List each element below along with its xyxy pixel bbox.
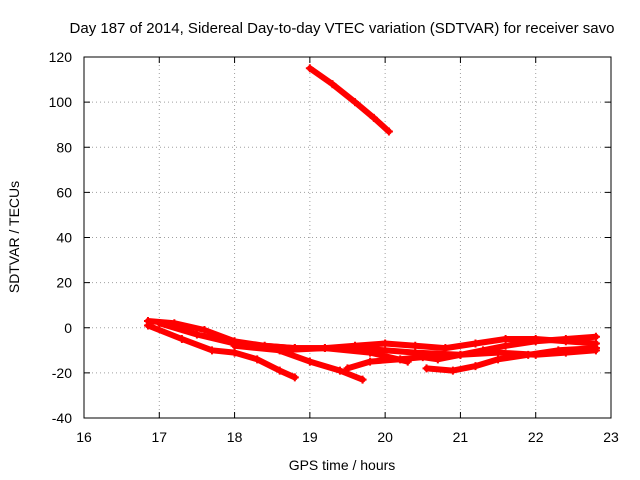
y-tick-label: 0 bbox=[64, 320, 72, 336]
data-point bbox=[561, 348, 570, 357]
x-tick-label: 20 bbox=[377, 429, 393, 445]
y-tick-label: 60 bbox=[56, 184, 72, 200]
x-tick-label: 21 bbox=[453, 429, 469, 445]
data-point bbox=[275, 366, 284, 375]
data-point bbox=[591, 332, 600, 341]
data-point bbox=[155, 319, 164, 328]
x-tick-label: 18 bbox=[227, 429, 243, 445]
series-layer bbox=[143, 64, 600, 384]
plot-frame bbox=[83, 56, 612, 419]
data-point bbox=[343, 364, 352, 373]
data-point bbox=[192, 330, 201, 339]
data-point bbox=[456, 350, 465, 359]
x-axis-label: GPS time / hours bbox=[289, 457, 396, 473]
x-tick-label: 22 bbox=[528, 429, 544, 445]
data-point bbox=[366, 357, 375, 366]
x-tick-label: 16 bbox=[76, 429, 92, 445]
data-point bbox=[230, 339, 239, 348]
y-tick-label: 20 bbox=[56, 275, 72, 291]
y-tick-label: -20 bbox=[52, 365, 72, 381]
grid-lines bbox=[84, 57, 611, 418]
data-point bbox=[494, 348, 503, 357]
data-point bbox=[230, 348, 239, 357]
data-point bbox=[561, 335, 570, 344]
data-point bbox=[531, 337, 540, 346]
data-point bbox=[531, 350, 540, 359]
data-point bbox=[290, 344, 299, 353]
series-line-s2 bbox=[145, 318, 599, 352]
x-tick-label: 19 bbox=[302, 429, 318, 445]
data-point bbox=[290, 373, 299, 382]
data-point bbox=[411, 341, 420, 350]
data-point bbox=[177, 335, 186, 344]
x-axis-ticks: 16 17 18 19 20 21 22 23 bbox=[76, 57, 619, 445]
data-point bbox=[384, 127, 393, 136]
chart-title: Day 187 of 2014, Sidereal Day-to-day VTE… bbox=[70, 20, 615, 37]
data-point bbox=[351, 344, 360, 353]
data-point bbox=[471, 362, 480, 371]
data-point bbox=[207, 346, 216, 355]
data-point bbox=[411, 348, 420, 357]
data-point bbox=[358, 375, 367, 384]
data-point bbox=[143, 321, 152, 330]
data-point bbox=[328, 80, 337, 89]
data-point bbox=[403, 357, 412, 366]
y-tick-label: 40 bbox=[56, 230, 72, 246]
x-tick-label: 17 bbox=[151, 429, 167, 445]
data-point bbox=[305, 357, 314, 366]
data-point bbox=[200, 326, 209, 335]
data-point bbox=[441, 344, 450, 353]
y-tick-label: 120 bbox=[49, 49, 73, 65]
data-point bbox=[501, 341, 510, 350]
y-tick-label: 100 bbox=[49, 94, 73, 110]
data-point bbox=[305, 64, 314, 73]
data-point bbox=[422, 364, 431, 373]
series-line-s1 bbox=[306, 65, 392, 135]
data-point bbox=[335, 366, 344, 375]
y-axis-label: SDTVAR / TECUs bbox=[6, 181, 22, 293]
data-point bbox=[369, 113, 378, 122]
data-point bbox=[591, 346, 600, 355]
data-point bbox=[448, 366, 457, 375]
data-point bbox=[501, 335, 510, 344]
data-point bbox=[494, 355, 503, 364]
y-tick-label: 80 bbox=[56, 139, 72, 155]
data-point bbox=[253, 355, 262, 364]
data-point bbox=[381, 339, 390, 348]
data-point bbox=[471, 339, 480, 348]
x-tick-label: 23 bbox=[603, 429, 619, 445]
y-tick-label: -40 bbox=[52, 410, 72, 426]
data-point bbox=[351, 98, 360, 107]
